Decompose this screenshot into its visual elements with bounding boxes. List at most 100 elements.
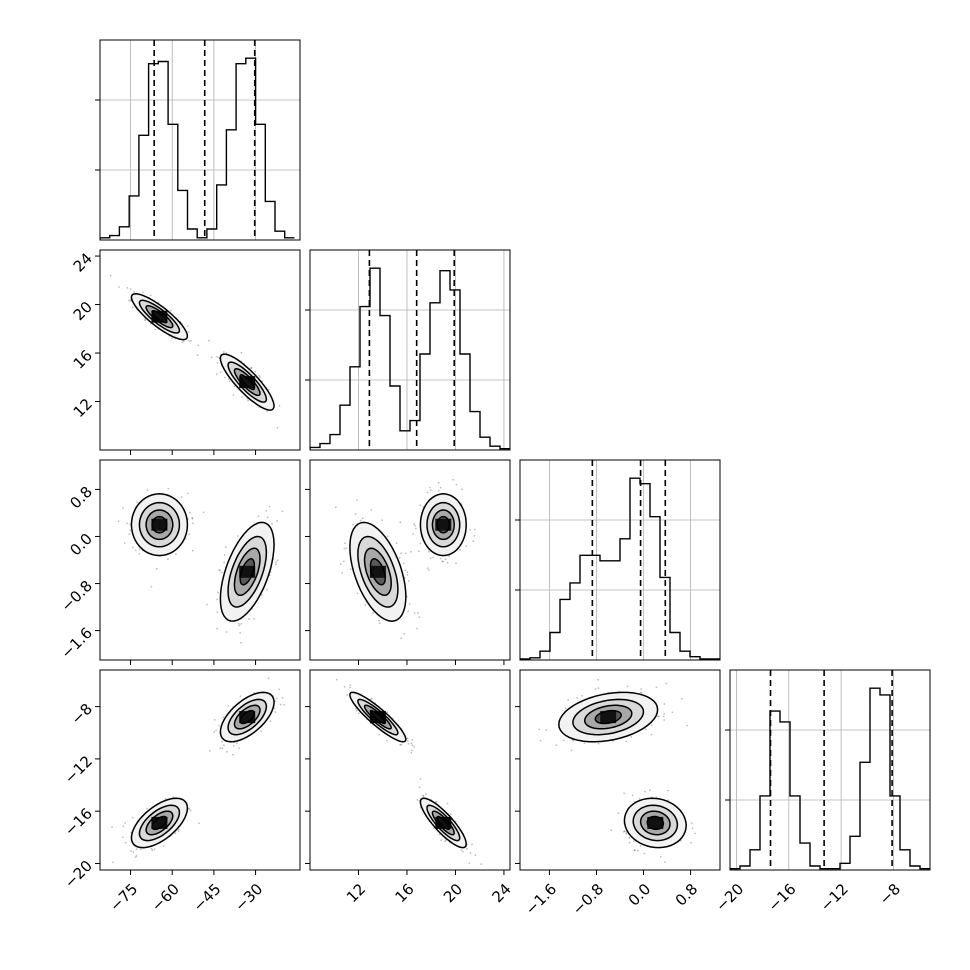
scatter-point (437, 481, 440, 484)
scatter-point (216, 627, 219, 630)
scatter-point (217, 591, 220, 594)
scatter-point (386, 535, 389, 538)
scatter-point (407, 580, 410, 582)
scatter-point (122, 825, 125, 828)
scatter-point (225, 631, 228, 633)
scatter-point (562, 739, 565, 742)
scatter-point (432, 556, 434, 559)
panel-frame (519, 669, 721, 871)
density-peak (600, 711, 617, 724)
scatter-point (570, 749, 573, 752)
contour-line (219, 691, 275, 743)
scatter-point (138, 548, 141, 551)
y-tick-label: 0.8 (66, 483, 96, 513)
x-tick-label: −16 (764, 880, 799, 915)
contour-line (419, 797, 467, 849)
scatter-point (419, 504, 422, 507)
y-tick-label: 24 (70, 249, 96, 275)
scatter-point (189, 809, 192, 812)
scatter-point (250, 367, 252, 370)
scatter-point (583, 742, 586, 745)
scatter-point (153, 848, 156, 851)
y-tick-label: −1.6 (58, 624, 96, 662)
scatter-point (438, 833, 441, 836)
scatter-point (232, 394, 235, 396)
y-tick-label: 0.0 (66, 530, 96, 560)
scatter-point (474, 854, 477, 857)
scatter-point (134, 856, 137, 858)
scatter-point (361, 517, 364, 520)
scatter-point (343, 685, 346, 688)
scatter-point (449, 813, 452, 815)
scatter-point (633, 849, 636, 852)
scatter-point (414, 524, 416, 527)
scatter-point (405, 552, 407, 555)
scatter-point (213, 731, 216, 733)
scatter-point (131, 306, 134, 309)
scatter-point (172, 796, 175, 798)
scatter-point (275, 561, 277, 563)
scatter-point (422, 505, 425, 508)
scatter-point (625, 832, 628, 835)
scatter-point (408, 603, 411, 605)
scatter-point (395, 542, 398, 544)
scatter-point (444, 840, 447, 842)
scatter-point (657, 715, 660, 718)
scatter-point (174, 832, 177, 835)
x-tick-label: 0.8 (672, 880, 702, 910)
scatter-point (440, 839, 442, 842)
scatter-point (441, 560, 444, 563)
scatter-point (167, 487, 170, 490)
scatter-point (248, 618, 251, 620)
scatter-point (187, 807, 190, 810)
scatter-point (643, 852, 646, 855)
x-tick-label: −12 (817, 880, 852, 915)
scatter-point (437, 489, 440, 492)
scatter-point (124, 841, 127, 844)
panel-2-1 (305, 459, 511, 665)
scatter-point (187, 331, 190, 333)
contour-line (419, 493, 467, 557)
scatter-point (455, 483, 458, 486)
scatter-point (412, 533, 414, 535)
histogram-step-3 (730, 687, 930, 870)
scatter-point (335, 678, 338, 681)
panel-frame (519, 459, 721, 661)
scatter-point (466, 848, 468, 850)
scatter-point (240, 641, 243, 644)
y-tick-label: 12 (70, 395, 96, 421)
scatter-point (472, 540, 475, 543)
scatter-point (419, 542, 422, 545)
scatter-point (167, 558, 169, 561)
scatter-point (210, 356, 213, 359)
scatter-point (188, 339, 191, 342)
scatter-point (403, 633, 405, 635)
scatter-point (276, 426, 279, 429)
scatter-point (639, 845, 642, 847)
contour-line (572, 698, 645, 736)
scatter-point (663, 713, 666, 715)
scatter-point (131, 816, 134, 819)
scatter-point (630, 735, 633, 738)
scatter-point (448, 555, 451, 557)
scatter-point (129, 529, 132, 532)
scatter-point (126, 522, 128, 525)
scatter-point (171, 337, 174, 339)
scatter-point (334, 506, 337, 509)
scatter-point (407, 742, 410, 745)
scatter-point (240, 351, 243, 354)
scatter-point (258, 374, 261, 377)
scatter-point (186, 492, 189, 495)
scatter-point (419, 778, 422, 780)
scatter-point (129, 298, 132, 301)
contour-line (426, 804, 461, 842)
scatter-point (240, 623, 243, 625)
scatter-point (567, 699, 570, 701)
scatter-point (349, 686, 351, 689)
scatter-point (354, 707, 357, 710)
scatter-point (617, 812, 620, 814)
panel-2-0 (95, 459, 301, 665)
y-tick-label: −0.8 (58, 577, 96, 615)
scatter-point (632, 840, 635, 843)
scatter-point (644, 728, 647, 731)
